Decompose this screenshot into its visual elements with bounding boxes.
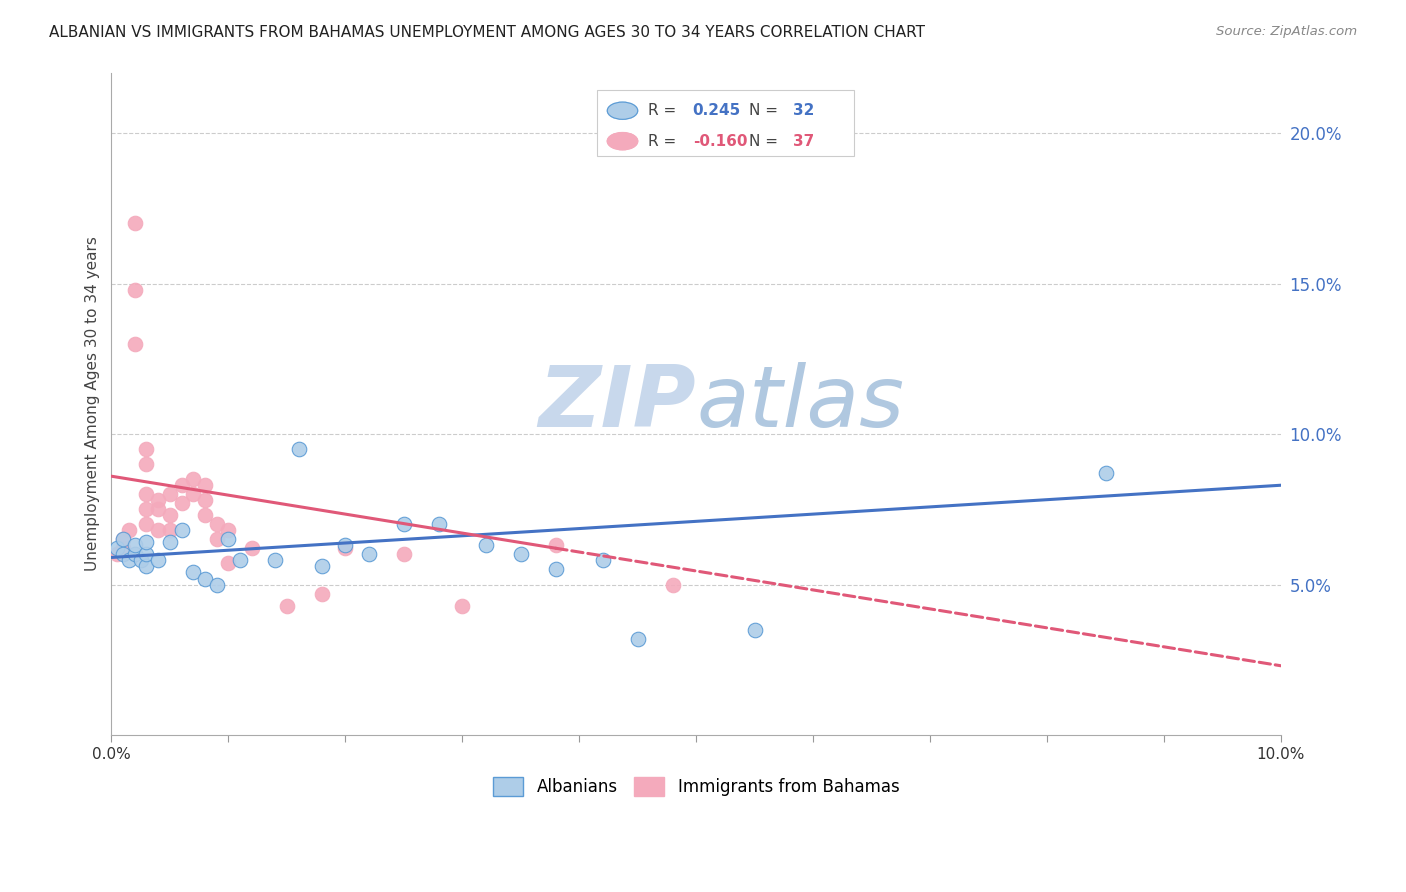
Point <box>135 559 157 574</box>
Point <box>276 599 298 613</box>
Text: ZIP: ZIP <box>538 362 696 445</box>
Y-axis label: Unemployment Among Ages 30 to 34 years: Unemployment Among Ages 30 to 34 years <box>86 236 100 572</box>
Text: N =: N = <box>749 103 783 119</box>
Point <box>105 541 128 556</box>
Point <box>264 553 287 567</box>
Point <box>181 566 204 580</box>
Point <box>194 493 217 508</box>
Point <box>627 632 650 646</box>
Point <box>205 577 228 591</box>
Point <box>148 502 170 516</box>
Point <box>311 586 333 600</box>
Text: N =: N = <box>749 134 783 149</box>
Point <box>427 517 450 532</box>
Point <box>124 283 146 297</box>
Text: R =: R = <box>648 103 682 119</box>
Point <box>170 496 193 510</box>
Point <box>744 623 766 637</box>
Point <box>335 538 357 552</box>
Point <box>217 557 239 571</box>
Point <box>287 442 309 456</box>
Point <box>135 502 157 516</box>
Point <box>159 524 181 538</box>
Point <box>135 487 157 501</box>
Point <box>544 562 567 576</box>
Point <box>148 553 170 567</box>
Text: R =: R = <box>648 134 682 149</box>
Point <box>124 216 146 230</box>
Point <box>135 548 157 562</box>
Point <box>159 487 181 501</box>
Point <box>194 478 217 492</box>
Point <box>1094 466 1116 480</box>
Point <box>592 553 614 567</box>
Point <box>544 538 567 552</box>
Point <box>392 548 415 562</box>
Text: 37: 37 <box>793 134 814 149</box>
Circle shape <box>607 133 638 150</box>
FancyBboxPatch shape <box>596 89 853 156</box>
Point <box>135 457 157 471</box>
Point <box>124 548 146 562</box>
Point <box>217 533 239 547</box>
Text: ALBANIAN VS IMMIGRANTS FROM BAHAMAS UNEMPLOYMENT AMONG AGES 30 TO 34 YEARS CORRE: ALBANIAN VS IMMIGRANTS FROM BAHAMAS UNEM… <box>49 25 925 40</box>
Point <box>112 541 135 556</box>
Point <box>135 442 157 456</box>
Point <box>112 533 135 547</box>
Point <box>118 553 141 567</box>
Point <box>105 548 128 562</box>
Point <box>205 533 228 547</box>
Point <box>159 508 181 523</box>
Point <box>124 538 146 552</box>
Point <box>170 478 193 492</box>
Point <box>129 553 152 567</box>
Point <box>170 524 193 538</box>
Text: 0.245: 0.245 <box>693 103 741 119</box>
Legend: Albanians, Immigrants from Bahamas: Albanians, Immigrants from Bahamas <box>486 770 905 803</box>
Point <box>451 599 474 613</box>
Point <box>217 524 239 538</box>
Circle shape <box>607 102 638 120</box>
Point <box>194 572 217 586</box>
Text: atlas: atlas <box>696 362 904 445</box>
Point <box>135 517 157 532</box>
Point <box>112 548 135 562</box>
Point <box>194 508 217 523</box>
Point <box>148 493 170 508</box>
Point <box>509 548 531 562</box>
Point <box>662 577 685 591</box>
Point <box>118 524 141 538</box>
Point <box>474 538 496 552</box>
Point <box>311 559 333 574</box>
Point <box>357 548 380 562</box>
Point <box>181 472 204 486</box>
Point <box>124 336 146 351</box>
Point <box>229 553 252 567</box>
Text: 32: 32 <box>793 103 814 119</box>
Text: Source: ZipAtlas.com: Source: ZipAtlas.com <box>1216 25 1357 38</box>
Point <box>135 535 157 549</box>
Point <box>148 524 170 538</box>
Point <box>335 541 357 556</box>
Point <box>181 487 204 501</box>
Point <box>205 517 228 532</box>
Point <box>159 535 181 549</box>
Text: -0.160: -0.160 <box>693 134 747 149</box>
Point <box>240 541 263 556</box>
Point <box>112 533 135 547</box>
Point <box>392 517 415 532</box>
